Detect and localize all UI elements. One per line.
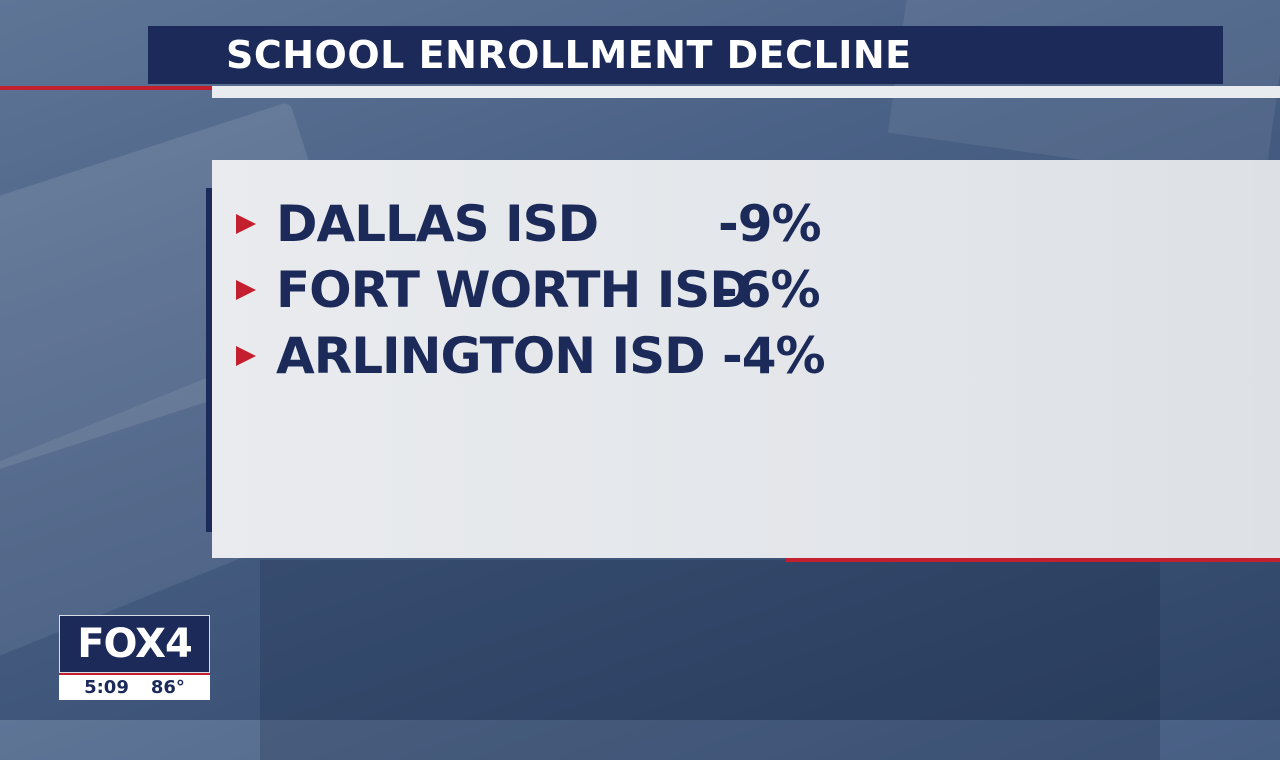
content-panel (212, 160, 1280, 558)
accent-rule (0, 86, 212, 90)
divider-rule (212, 86, 1280, 98)
station-bug: FOX4 5:09 86° (59, 615, 210, 700)
list-item: DALLAS ISD -9% (236, 194, 822, 254)
title-bar: SCHOOL ENROLLMENT DECLINE (148, 26, 1223, 84)
list-item: FORT WORTH ISD -6% (236, 260, 821, 320)
district-change: -4% (722, 327, 826, 385)
district-name: ARLINGTON ISD (276, 327, 706, 385)
background-shape (260, 560, 1160, 760)
list-item: ARLINGTON ISD -4% (236, 326, 826, 386)
clock-time: 5:09 (84, 677, 129, 698)
accent-rule-bottom (786, 558, 1280, 562)
graphic-title: SCHOOL ENROLLMENT DECLINE (226, 33, 912, 77)
bullet-arrow-icon (236, 214, 256, 234)
bullet-arrow-icon (236, 346, 256, 366)
district-change: -9% (718, 195, 822, 253)
station-logo: FOX4 (59, 615, 210, 673)
bullet-arrow-icon (236, 280, 256, 300)
district-change: -6% (717, 261, 821, 319)
district-name: DALLAS ISD (276, 195, 599, 253)
time-temp-strip: 5:09 86° (59, 675, 210, 700)
district-name: FORT WORTH ISD (276, 261, 751, 319)
panel-accent-bar (206, 188, 212, 532)
temperature: 86° (150, 677, 185, 698)
logo-rule (59, 673, 210, 675)
station-logo-text: FOX4 (77, 621, 193, 667)
